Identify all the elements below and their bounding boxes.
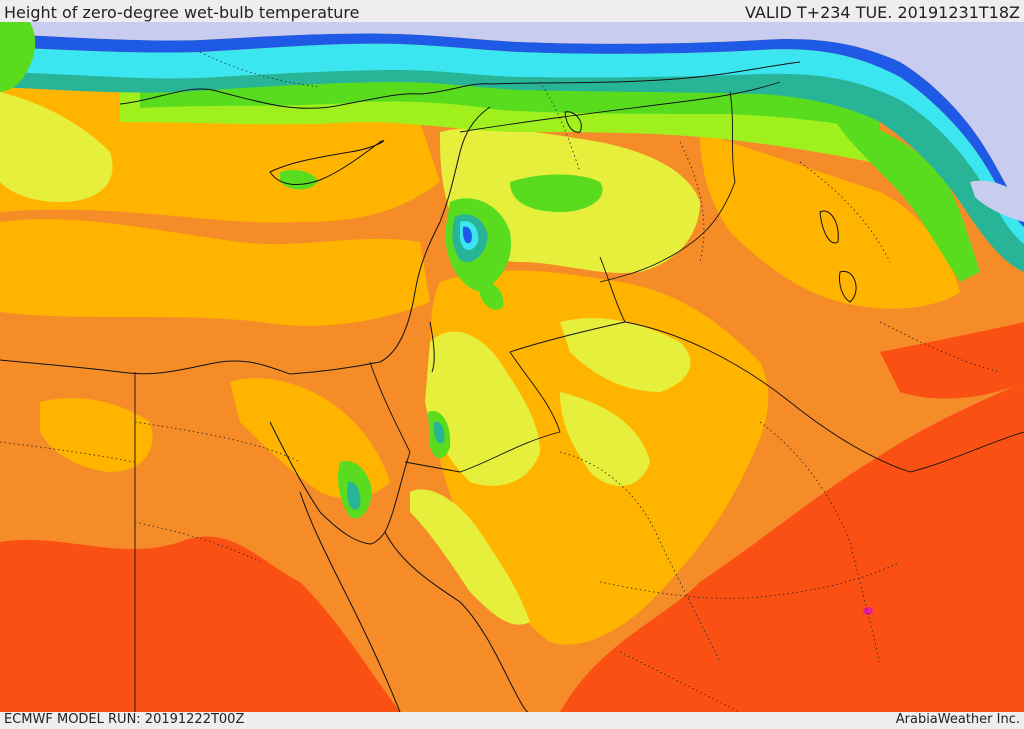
cyan-north-band — [0, 43, 1024, 245]
valid-time: VALID T+234 TUE. 20191231T18Z — [744, 3, 1020, 22]
teal-hejaz-core — [433, 421, 445, 444]
weather-map — [0, 22, 1024, 712]
red-region-west — [0, 536, 400, 712]
yellow-west-coast — [0, 92, 113, 202]
red-sea-west — [299, 491, 401, 712]
teal-north-band — [0, 57, 1024, 272]
med-south-coast — [0, 106, 491, 375]
amber-east-band — [700, 132, 960, 309]
yellow-east — [560, 318, 691, 392]
blue-lebanon-core — [462, 226, 472, 244]
dead-sea — [429, 321, 435, 373]
header-bar: Height of zero-degree wet-bulb temperatu… — [0, 0, 1024, 22]
red-region-northeast — [880, 322, 1024, 399]
amber-egypt-patch — [40, 398, 153, 472]
pale-north-region — [0, 22, 1024, 212]
green-small-1 — [280, 170, 318, 190]
amber-sea-band — [0, 219, 430, 326]
lake-1 — [819, 210, 839, 244]
gulf-of-aqaba — [369, 451, 411, 545]
border-syria-turkey — [459, 81, 781, 133]
model-run-label: ECMWF MODEL RUN: 20191222T00Z — [4, 712, 245, 727]
red-sea-east — [384, 531, 529, 712]
footer-bar: ECMWF MODEL RUN: 20191222T00Z ArabiaWeat… — [0, 712, 1024, 729]
yellow-redsea-coast — [410, 489, 530, 625]
pale-ne-lobe — [970, 180, 1024, 222]
green-syria — [510, 174, 603, 212]
turkey-coast — [119, 61, 801, 109]
yellow-jordan — [425, 331, 540, 486]
border-jordan-saudi — [404, 321, 626, 473]
borders — [134, 81, 1024, 712]
credit-label: ArabiaWeather Inc. — [895, 712, 1020, 727]
lake-2 — [839, 270, 857, 303]
lake-3 — [564, 111, 582, 133]
magenta-hotspot — [863, 607, 873, 615]
border-egypt-israel — [369, 361, 411, 453]
border-syria-iraq — [599, 256, 626, 323]
green-west-edge — [0, 22, 36, 92]
green-east-range — [830, 112, 980, 282]
admin-borders — [0, 51, 1001, 712]
map-title: Height of zero-degree wet-bulb temperatu… — [4, 3, 360, 22]
red-region-east — [560, 382, 1024, 712]
border-iraq-iran — [599, 91, 736, 283]
coastlines — [0, 61, 857, 712]
teal-sinai-core — [347, 481, 361, 510]
gulf-of-suez — [269, 421, 371, 545]
cyprus — [269, 140, 385, 185]
green-small-2 — [480, 281, 504, 310]
border-iraq-saudi — [624, 321, 1024, 473]
yellow-med-strip — [560, 392, 650, 486]
